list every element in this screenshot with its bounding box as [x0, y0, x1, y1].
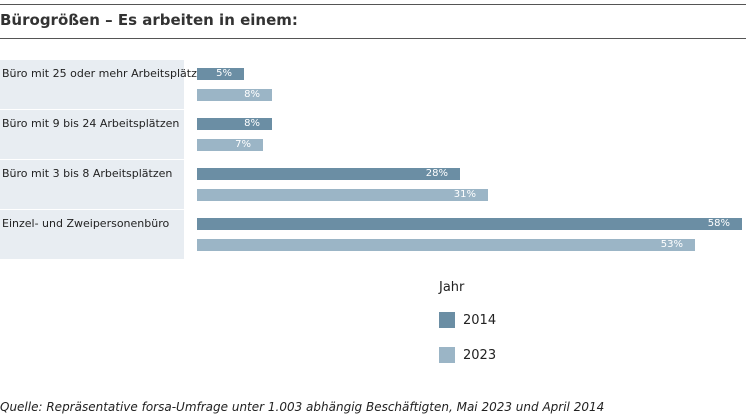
bar-value-label: 58%	[707, 218, 730, 229]
legend-title: Jahr	[439, 280, 465, 295]
category-band	[0, 160, 184, 209]
bar-value-label: 53%	[660, 239, 683, 250]
bar-value-label: 8%	[244, 118, 260, 129]
bar-value-label: 8%	[244, 89, 260, 100]
bar-2014	[197, 118, 272, 130]
bar-value-label: 28%	[425, 168, 448, 179]
bar-2014	[197, 218, 742, 230]
legend-label-2023: 2023	[463, 348, 497, 363]
category-label: Büro mit 9 bis 24 Arbeitsplätzen	[2, 117, 180, 130]
top-rule	[0, 4, 746, 5]
chart-title: Bürogrößen – Es arbeiten in einem:	[0, 11, 298, 29]
category-band	[0, 210, 184, 259]
category-label: Büro mit 3 bis 8 Arbeitsplätzen	[2, 167, 173, 180]
bar-value-label: 5%	[216, 68, 232, 79]
category-label: Büro mit 25 oder mehr Arbeitsplätzen	[2, 67, 211, 80]
source-note: Quelle: Repräsentative forsa-Umfrage unt…	[0, 400, 605, 414]
bar-2014	[197, 68, 244, 80]
category-band	[0, 60, 184, 109]
category-label: Einzel- und Zweipersonenbüro	[2, 217, 170, 230]
category-band	[0, 110, 184, 159]
bar-2014	[197, 168, 460, 180]
title-rule	[0, 38, 746, 39]
legend-label-2014: 2014	[463, 313, 497, 328]
legend-swatch-2014	[439, 312, 455, 328]
bar-value-label: 31%	[453, 189, 476, 200]
bar-2023	[197, 89, 272, 101]
bar-value-label: 7%	[235, 139, 251, 150]
legend-swatch-2023	[439, 347, 455, 363]
bar-2023	[197, 239, 695, 251]
bar-2023	[197, 139, 263, 151]
bar-2023	[197, 189, 488, 201]
